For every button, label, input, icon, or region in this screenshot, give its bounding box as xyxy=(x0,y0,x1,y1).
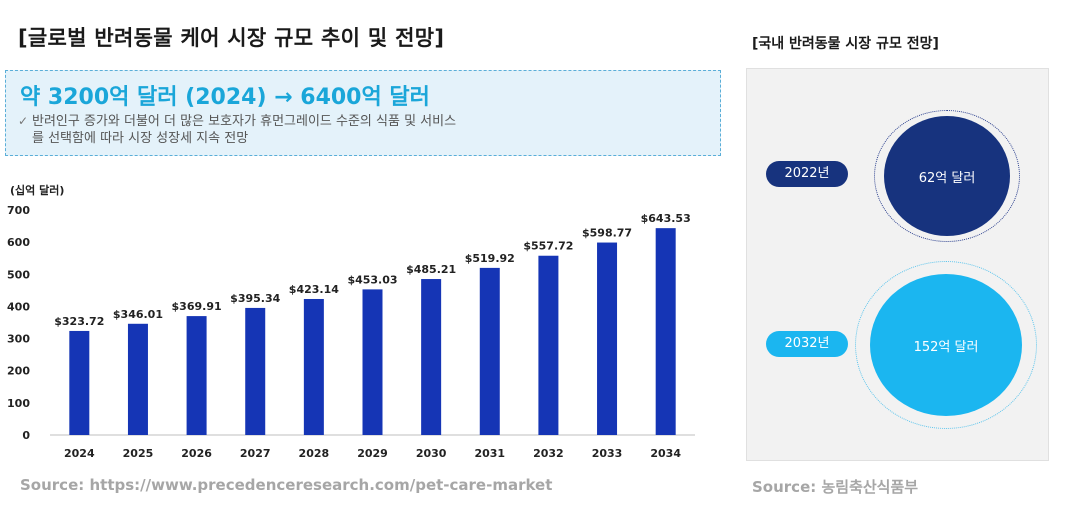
year-badge-2022: 2022년 xyxy=(766,161,848,187)
check-icon: ✓ xyxy=(18,114,29,128)
bar-2032 xyxy=(538,255,559,435)
bar-2024 xyxy=(69,330,90,435)
bar-2029 xyxy=(362,289,383,435)
summary-callout: 약 3200억 달러 (2024) → 6400억 달러 ✓ 반려인구 증가와 … xyxy=(5,70,721,156)
bar-2030 xyxy=(421,279,442,435)
data-label-2028: $423.14 xyxy=(289,283,339,296)
data-label-2024: $323.72 xyxy=(54,315,104,328)
dotted-ring-2032 xyxy=(855,261,1037,429)
y-tick-label: 0 xyxy=(22,429,30,442)
x-tick-label-2026: 2026 xyxy=(181,447,212,460)
right-panel-title: [국내 반려동물 시장 규모 전망] xyxy=(752,36,939,52)
x-tick-label-2033: 2033 xyxy=(592,447,623,460)
data-label-2032: $557.72 xyxy=(523,240,573,253)
y-tick-label: 700 xyxy=(7,204,30,217)
bar-2034 xyxy=(655,228,676,435)
y-tick-label: 300 xyxy=(7,333,30,346)
source-right: Source: 농림축산식품부 xyxy=(752,478,919,496)
y-tick-label: 600 xyxy=(7,236,30,249)
data-label-2026: $369.91 xyxy=(172,300,222,313)
x-tick-label-2031: 2031 xyxy=(474,447,505,460)
bar-2027 xyxy=(245,307,266,435)
bullet-line-1: 반려인구 증가와 더불어 더 많은 보호자가 휴먼그레이드 수준의 식품 및 서… xyxy=(32,114,457,129)
y-tick-label: 500 xyxy=(7,268,30,281)
year-badge-2032: 2032년 xyxy=(766,331,848,357)
page-title: [글로벌 반려동물 케어 시장 규모 추이 및 전망] xyxy=(18,26,445,50)
x-tick-label-2028: 2028 xyxy=(299,447,330,460)
x-tick-label-2029: 2029 xyxy=(357,447,388,460)
callout-bullet: ✓ 반려인구 증가와 더불어 더 많은 보호자가 휴먼그레이드 수준의 식품 및… xyxy=(18,113,712,147)
callout-headline: 약 3200억 달러 (2024) → 6400억 달러 xyxy=(20,85,430,110)
x-tick-label-2027: 2027 xyxy=(240,447,271,460)
market-size-circle-2022: 62억 달러 xyxy=(884,116,1010,236)
x-tick-label-2025: 2025 xyxy=(123,447,154,460)
x-tick-label-2024: 2024 xyxy=(64,447,95,460)
dotted-ring-2022 xyxy=(874,110,1020,242)
market-size-circle-2032: 152억 달러 xyxy=(870,274,1022,416)
x-tick-label-2034: 2034 xyxy=(650,447,681,460)
data-label-2030: $485.21 xyxy=(406,263,456,276)
data-label-2027: $395.34 xyxy=(230,292,280,305)
bar-2025 xyxy=(127,323,148,435)
y-tick-label: 400 xyxy=(7,300,30,313)
source-left: Source: https://www.precedenceresearch.c… xyxy=(20,476,553,494)
y-tick-label: 200 xyxy=(7,365,30,378)
bar-chart: 0 100 200 300 400 500 600 700 $323.72 2024 $346.01… xyxy=(7,204,695,460)
bullet-line-2: 를 선택함에 따라 시장 성장세 지속 전망 xyxy=(32,131,249,146)
data-label-2025: $346.01 xyxy=(113,308,163,321)
x-tick-label-2030: 2030 xyxy=(416,447,447,460)
x-tick-label-2032: 2032 xyxy=(533,447,564,460)
bar-2033 xyxy=(597,242,618,435)
bar-2028 xyxy=(303,298,324,435)
data-label-2029: $453.03 xyxy=(347,273,397,286)
data-label-2033: $598.77 xyxy=(582,227,632,240)
bar-2026 xyxy=(186,316,207,435)
y-tick-label: 100 xyxy=(7,397,30,410)
y-axis-unit: (십억 달러) xyxy=(10,184,65,197)
bar-2031 xyxy=(479,267,500,435)
data-label-2034: $643.53 xyxy=(641,212,691,225)
data-label-2031: $519.92 xyxy=(465,252,515,265)
